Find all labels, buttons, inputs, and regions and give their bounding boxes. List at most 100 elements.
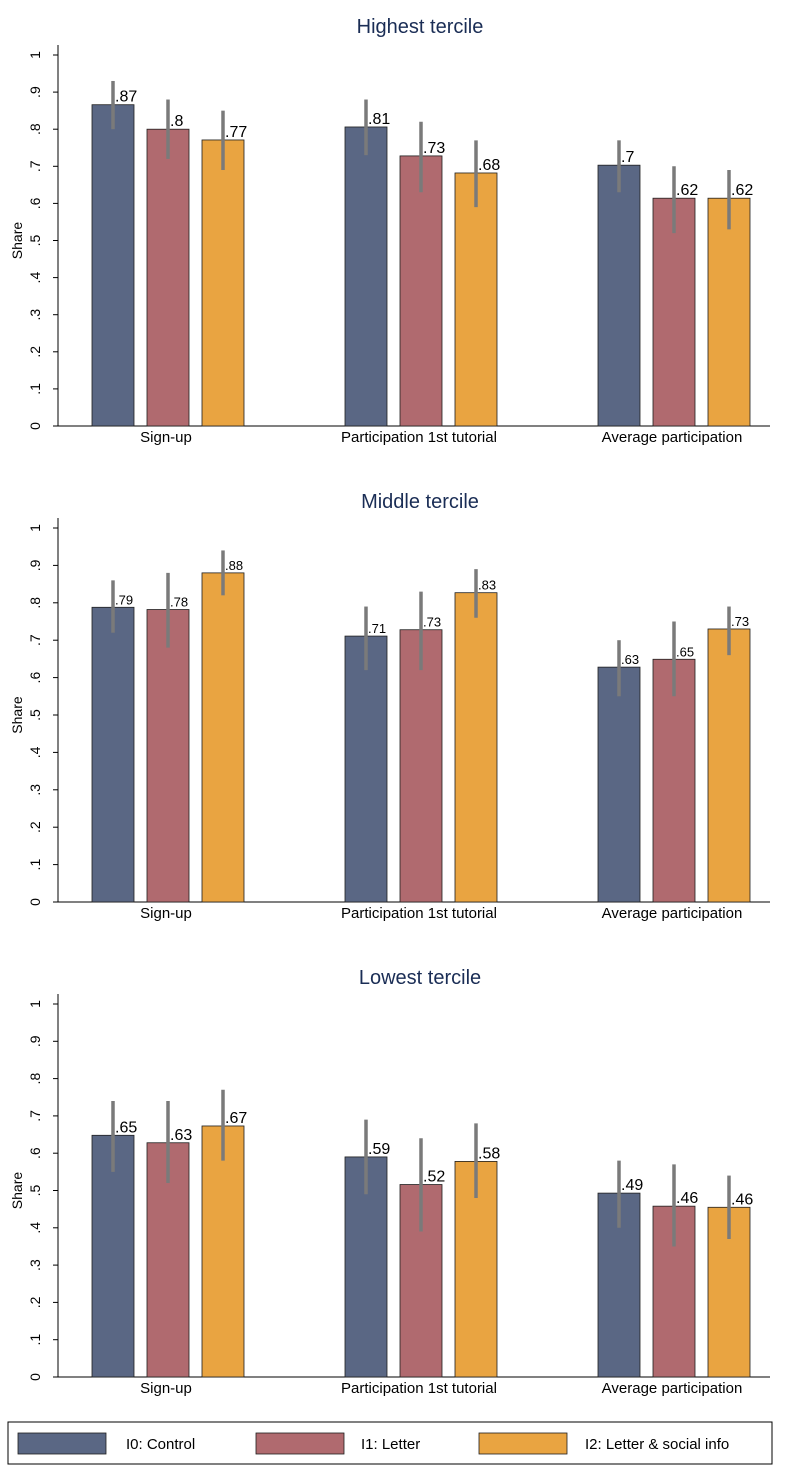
- y-axis-label: Share: [9, 1172, 25, 1210]
- y-tick-label: .9: [27, 86, 43, 98]
- data-label: .8: [170, 113, 183, 130]
- y-tick-label: .5: [27, 709, 43, 721]
- bar: [652, 658, 696, 903]
- bar: [344, 126, 388, 427]
- data-label: .73: [731, 614, 749, 629]
- y-tick-label: .3: [27, 784, 43, 796]
- data-label: .62: [676, 182, 698, 199]
- category-label: Sign-up: [140, 429, 192, 446]
- legend-label: I2: Letter & social info: [585, 1436, 729, 1453]
- legend: I0: Control I1: Letter I2: Letter & social…: [7, 1421, 773, 1465]
- y-tick-label: .2: [27, 346, 43, 358]
- y-tick-label: 0: [27, 1373, 43, 1381]
- panel-title: Highest tercile: [357, 16, 484, 38]
- panel-title: Middle tercile: [361, 491, 479, 513]
- y-tick-label: 0: [27, 898, 43, 906]
- y-tick-label: 1: [27, 524, 43, 532]
- panel-title: Lowest tercile: [359, 967, 481, 989]
- bar: [91, 1134, 135, 1378]
- legend-swatch: [255, 1432, 345, 1455]
- y-tick-label: .1: [27, 1334, 43, 1346]
- y-tick-label: .5: [27, 1184, 43, 1196]
- y-tick-label: .6: [27, 197, 43, 209]
- legend-label: I1: Letter: [361, 1436, 420, 1453]
- panel-2: Middle tercile 0 .1 .2 .3 .4 .5 .6 .7 .8 .9 1 Share S…: [9, 491, 770, 922]
- data-label: .88: [225, 558, 243, 573]
- y-axis-label: Share: [9, 222, 25, 260]
- y-tick-label: .6: [27, 1147, 43, 1159]
- data-label: .81: [368, 111, 390, 128]
- data-label: .65: [676, 644, 694, 659]
- y-tick-label: .9: [27, 1035, 43, 1047]
- y-tick-label: 1: [27, 1000, 43, 1008]
- category-label: Average participation: [602, 905, 743, 922]
- data-label: .52: [423, 1169, 445, 1186]
- data-label: .65: [115, 1119, 137, 1136]
- y-tick-label: .6: [27, 672, 43, 684]
- category-label: Participation 1st tutorial: [341, 429, 497, 446]
- legend-swatch: [478, 1432, 568, 1455]
- data-label: .87: [115, 89, 137, 106]
- y-tick-label: .8: [27, 597, 43, 609]
- y-tick-label: .8: [27, 1073, 43, 1085]
- y-tick-label: .4: [27, 272, 43, 284]
- y-tick-label: .7: [27, 160, 43, 172]
- data-label: .62: [731, 182, 753, 199]
- bar: [707, 197, 751, 427]
- bar: [454, 592, 498, 903]
- data-label: .46: [731, 1191, 753, 1208]
- bar: [91, 104, 135, 427]
- panel-3: Lowest tercile 0 .1 .2 .3 .4 .5 .6 .7 .8 .9 1 Share S…: [9, 967, 770, 1397]
- y-tick-label: .2: [27, 1296, 43, 1308]
- y-tick-label: 0: [27, 422, 43, 430]
- bar: [201, 572, 245, 903]
- legend-label: I0: Control: [126, 1436, 195, 1453]
- bar: [597, 164, 641, 427]
- y-tick-label: .2: [27, 821, 43, 833]
- bar: [454, 1161, 498, 1378]
- category-label: Sign-up: [140, 905, 192, 922]
- y-tick-label: .3: [27, 309, 43, 321]
- legend-swatch: [17, 1432, 107, 1455]
- y-tick-label: .7: [27, 634, 43, 646]
- data-label: .83: [478, 578, 496, 593]
- data-label: .79: [115, 592, 133, 607]
- bar: [201, 1125, 245, 1378]
- panel-1: Highest tercile 0 .1 .2 .3 .4 .5 .6 .7 .8 .9 1 Share…: [9, 16, 770, 446]
- y-tick-label: .3: [27, 1259, 43, 1271]
- bar: [399, 629, 443, 903]
- data-label: .67: [225, 1110, 247, 1127]
- bar: [146, 609, 190, 903]
- data-label: .63: [621, 652, 639, 667]
- data-label: .73: [423, 615, 441, 630]
- bar: [399, 155, 443, 427]
- category-label: Average participation: [602, 429, 743, 446]
- data-label: .7: [621, 149, 634, 166]
- data-label: .59: [368, 1141, 390, 1158]
- category-label: Participation 1st tutorial: [341, 905, 497, 922]
- data-label: .49: [621, 1177, 643, 1194]
- y-tick-label: .7: [27, 1110, 43, 1122]
- y-tick-label: .4: [27, 1222, 43, 1234]
- bar: [344, 635, 388, 903]
- y-tick-label: 1: [27, 51, 43, 59]
- bar: [146, 128, 190, 427]
- data-label: .58: [478, 1145, 500, 1162]
- bar: [597, 666, 641, 903]
- data-label: .77: [225, 124, 247, 141]
- data-label: .73: [423, 140, 445, 157]
- y-tick-label: .8: [27, 123, 43, 135]
- bar: [454, 172, 498, 427]
- y-tick-label: .1: [27, 859, 43, 871]
- data-label: .63: [170, 1127, 192, 1144]
- data-label: .46: [676, 1190, 698, 1207]
- data-label: .71: [368, 621, 386, 636]
- data-label: .78: [170, 595, 188, 610]
- bar: [707, 628, 751, 903]
- data-label: .68: [478, 157, 500, 174]
- y-tick-label: .1: [27, 383, 43, 395]
- category-label: Average participation: [602, 1380, 743, 1397]
- y-tick-label: .5: [27, 234, 43, 246]
- y-tick-label: .9: [27, 559, 43, 571]
